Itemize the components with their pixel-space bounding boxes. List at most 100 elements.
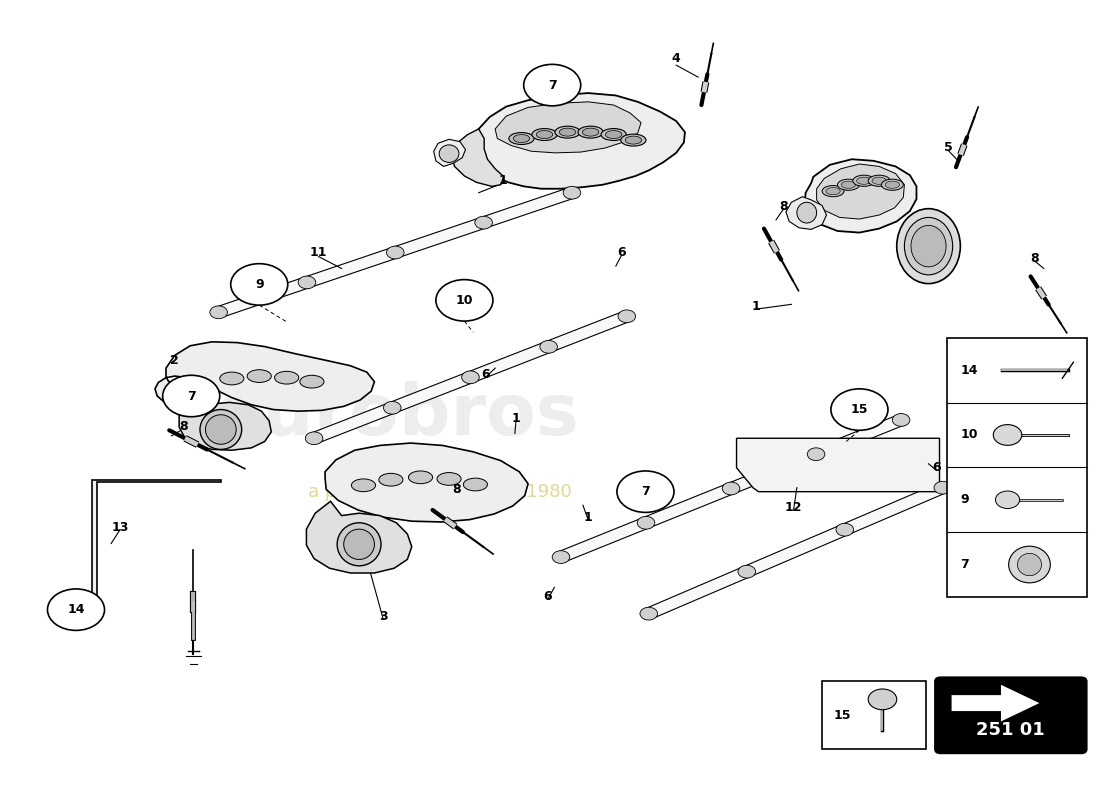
Circle shape [807, 448, 825, 461]
Ellipse shape [1009, 546, 1050, 583]
Polygon shape [495, 102, 641, 153]
Text: 2: 2 [170, 354, 179, 366]
FancyBboxPatch shape [822, 682, 926, 749]
Text: 8: 8 [452, 482, 461, 496]
Text: a passion for cars since 1980: a passion for cars since 1980 [308, 482, 572, 501]
Ellipse shape [351, 479, 375, 492]
Circle shape [993, 425, 1022, 446]
Text: 3: 3 [378, 610, 387, 623]
Text: 4: 4 [672, 52, 681, 66]
Circle shape [996, 491, 1020, 509]
Polygon shape [216, 188, 575, 318]
Polygon shape [816, 164, 904, 219]
Ellipse shape [872, 177, 887, 184]
Ellipse shape [463, 478, 487, 491]
Text: 1: 1 [752, 300, 761, 314]
Polygon shape [433, 139, 465, 166]
Circle shape [618, 310, 636, 322]
Ellipse shape [408, 471, 432, 484]
Ellipse shape [620, 134, 646, 146]
Ellipse shape [537, 130, 552, 138]
Polygon shape [952, 685, 1040, 722]
Ellipse shape [605, 130, 621, 138]
Circle shape [637, 516, 654, 529]
Text: 251 01: 251 01 [977, 722, 1045, 739]
Ellipse shape [896, 209, 960, 284]
Ellipse shape [826, 187, 840, 194]
Ellipse shape [1018, 554, 1042, 576]
Text: 9: 9 [255, 278, 264, 291]
Circle shape [462, 371, 480, 384]
Circle shape [836, 523, 854, 536]
Text: 6: 6 [543, 590, 552, 603]
Circle shape [552, 550, 570, 563]
Ellipse shape [509, 133, 535, 145]
Text: 13: 13 [111, 521, 129, 534]
Ellipse shape [911, 226, 946, 267]
Circle shape [436, 280, 493, 321]
Text: 9: 9 [960, 494, 969, 506]
Ellipse shape [343, 529, 374, 559]
Text: eurobros: eurobros [213, 382, 580, 450]
Circle shape [475, 216, 493, 229]
Ellipse shape [206, 414, 236, 444]
Ellipse shape [337, 522, 381, 566]
Polygon shape [310, 311, 630, 443]
Polygon shape [737, 438, 939, 492]
Circle shape [868, 689, 896, 710]
Text: 8: 8 [780, 200, 788, 213]
Text: 12: 12 [784, 501, 802, 514]
Ellipse shape [559, 128, 575, 136]
Circle shape [892, 414, 910, 426]
Text: 1: 1 [584, 511, 593, 525]
Circle shape [830, 389, 888, 430]
Circle shape [617, 471, 674, 513]
Ellipse shape [300, 375, 324, 388]
Ellipse shape [881, 179, 903, 190]
Text: 7: 7 [548, 78, 557, 91]
Polygon shape [155, 342, 374, 411]
Circle shape [738, 566, 756, 578]
Circle shape [306, 432, 323, 445]
Circle shape [384, 402, 402, 414]
Ellipse shape [220, 372, 244, 385]
Ellipse shape [868, 175, 890, 186]
Text: 7: 7 [641, 485, 650, 498]
Circle shape [934, 482, 952, 494]
Ellipse shape [904, 218, 953, 275]
Polygon shape [307, 502, 411, 573]
Text: 7: 7 [960, 558, 969, 571]
Polygon shape [785, 197, 826, 230]
Circle shape [47, 589, 104, 630]
Ellipse shape [275, 371, 299, 384]
Text: 8: 8 [1031, 252, 1040, 266]
Ellipse shape [554, 126, 580, 138]
Circle shape [640, 607, 658, 620]
Text: 15: 15 [833, 709, 850, 722]
Circle shape [231, 264, 288, 305]
Ellipse shape [886, 181, 900, 188]
Text: 1: 1 [498, 174, 507, 187]
Text: 5: 5 [944, 141, 953, 154]
Text: 8: 8 [179, 420, 188, 433]
Ellipse shape [582, 128, 598, 136]
Circle shape [386, 246, 404, 259]
Ellipse shape [248, 370, 272, 382]
Polygon shape [92, 480, 221, 601]
FancyBboxPatch shape [947, 338, 1087, 597]
Text: 11: 11 [310, 246, 327, 259]
Ellipse shape [514, 134, 530, 142]
Circle shape [723, 482, 740, 495]
Ellipse shape [200, 410, 242, 450]
Ellipse shape [439, 145, 459, 162]
FancyBboxPatch shape [935, 678, 1087, 753]
Text: 6: 6 [932, 462, 940, 474]
Ellipse shape [822, 186, 844, 197]
Text: 6: 6 [481, 368, 490, 381]
Text: 15: 15 [850, 403, 868, 416]
Text: 1: 1 [512, 412, 520, 425]
Circle shape [563, 186, 581, 199]
Polygon shape [473, 93, 685, 189]
Polygon shape [645, 483, 947, 618]
Ellipse shape [378, 474, 403, 486]
